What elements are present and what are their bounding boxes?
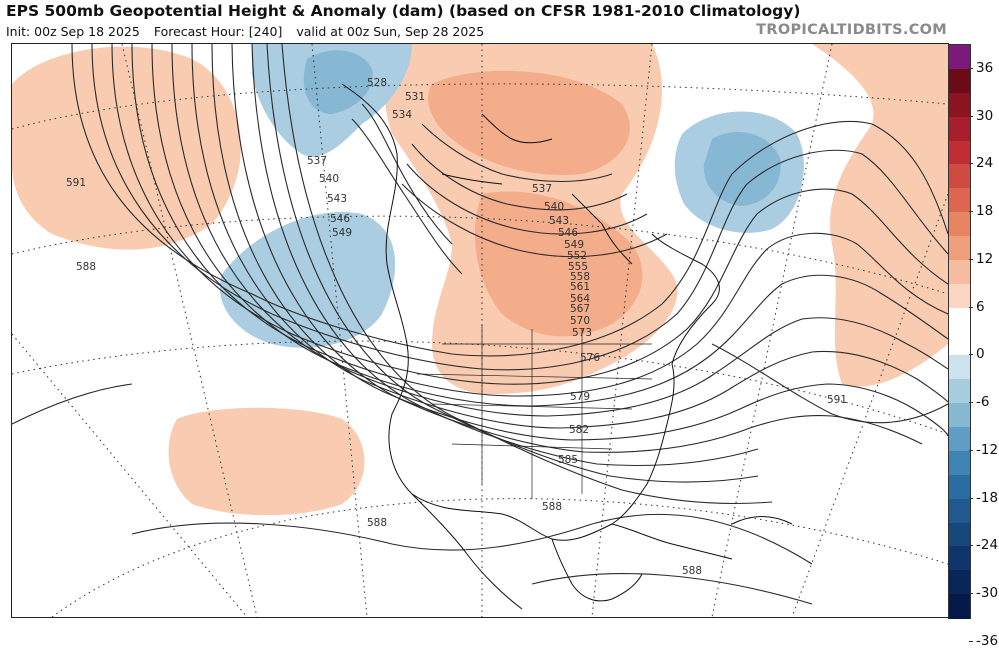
contour-label-588-caribbean: 588 [682, 565, 702, 577]
contour-label-582-center: 582 [569, 424, 589, 436]
colorbar-tick-label: 36 [976, 59, 994, 76]
colorbar-segment [949, 546, 970, 571]
colorbar-segment [949, 140, 970, 165]
contour-label-537-center: 537 [532, 183, 552, 195]
colorbar-segment [949, 522, 970, 547]
colorbar-tick-mark [969, 258, 973, 260]
contour-label-549: 549 [332, 227, 352, 239]
colorbar-tick-label: -18 [976, 489, 999, 506]
init-time: Init: 00z Sep 18 2025 [6, 24, 140, 39]
chart-title: EPS 500mb Geopotential Height & Anomaly … [6, 2, 801, 20]
colorbar-tick-mark [969, 67, 973, 69]
forecast-hour: Forecast Hour: [240] [153, 24, 283, 39]
colorbar-segment [949, 427, 970, 452]
contour-label-546: 546 [330, 213, 350, 225]
colorbar-segment [949, 594, 970, 619]
anomaly-colorbar [948, 44, 971, 619]
contour-label-561-center: 561 [570, 281, 590, 293]
positive-anomaly-core [428, 70, 643, 337]
contour-label-567-center: 567 [570, 303, 590, 315]
contour-label-588-south: 588 [367, 517, 387, 529]
colorbar-segment [949, 307, 970, 332]
colorbar-tick-label: 6 [976, 298, 985, 315]
contour-label-540: 540 [319, 173, 339, 185]
colorbar-tick-mark [969, 449, 973, 451]
contour-label-576-center: 576 [580, 352, 600, 364]
colorbar-segment [949, 355, 970, 380]
contour-label-555-center: 555 [568, 261, 588, 273]
contour-label-588-west: 588 [76, 261, 96, 273]
colorbar-tick-label: 0 [976, 346, 985, 363]
state-borders [416, 324, 653, 499]
map-svg: 537 540 543 546 549 528 531 534 591 588 … [12, 44, 948, 617]
colorbar-segment [949, 92, 970, 118]
contour-label-591-east: 591 [827, 394, 847, 406]
colorbar-tick-label: -36 [976, 632, 999, 649]
contour-label-588-gulf: 588 [542, 501, 562, 513]
contour-label-528: 528 [367, 77, 387, 89]
contour-label-585-center: 585 [558, 454, 578, 466]
colorbar-tick-mark [969, 163, 973, 165]
colorbar-tick-mark [969, 354, 973, 356]
contour-label-558-center: 558 [570, 271, 590, 283]
colorbar-tick-label: 12 [976, 250, 994, 267]
contour-labels: 537 540 543 546 549 528 531 534 591 588 … [66, 77, 847, 577]
colorbar-tick-label: -24 [976, 537, 999, 554]
contour-label-591-west: 591 [66, 177, 86, 189]
colorbar-segment [949, 403, 970, 428]
contour-label-570-center: 570 [570, 315, 590, 327]
colorbar-tick-label: -30 [976, 585, 999, 602]
contour-label-543-center: 543 [549, 215, 569, 227]
colorbar-segment [949, 450, 970, 476]
colorbar-segment [949, 474, 970, 500]
colorbar-segment [949, 259, 970, 285]
contour-label-552-center: 552 [567, 250, 587, 262]
colorbar-segment [949, 188, 970, 213]
contour-label-549-center: 549 [564, 239, 584, 251]
contour-label-564-center: 564 [570, 293, 590, 305]
colorbar-tick-label: -6 [976, 394, 990, 411]
contour-label-573-center: 573 [572, 327, 592, 339]
colorbar-tick-mark [969, 306, 973, 308]
contour-label-546-center: 546 [558, 227, 578, 239]
colorbar-tick-mark [969, 115, 973, 117]
contour-label-543: 543 [327, 193, 347, 205]
colorbar-segment [949, 116, 970, 141]
valid-time: valid at 00z Sun, Sep 28 2025 [296, 24, 485, 39]
colorbar-segment [949, 379, 970, 404]
colorbar-segment [949, 212, 970, 237]
colorbar-segment [949, 331, 970, 356]
colorbar-segment [949, 570, 970, 595]
contour-label-537: 537 [307, 155, 327, 167]
contour-label-534: 534 [392, 109, 412, 121]
contour-label-579-center: 579 [570, 391, 590, 403]
colorbar-tick-mark [969, 640, 973, 642]
colorbar-segment [949, 68, 970, 94]
contour-label-531: 531 [405, 91, 425, 103]
brand-watermark[interactable]: TROPICALTIDBITS.COM [756, 22, 947, 38]
colorbar-tick-label: 30 [976, 107, 994, 124]
height-contours [12, 44, 948, 605]
colorbar-tick-label: 18 [976, 203, 994, 220]
colorbar-segment [949, 45, 970, 70]
colorbar-tick-mark [969, 402, 973, 404]
map-panel: 537 540 543 546 549 528 531 534 591 588 … [11, 43, 949, 618]
colorbar-tick-label: -12 [976, 441, 999, 458]
colorbar-tick-mark [969, 545, 973, 547]
colorbar-segment [949, 498, 970, 523]
colorbar-tick-label: 24 [976, 155, 994, 172]
colorbar-tick-mark [969, 593, 973, 595]
colorbar-segment [949, 283, 970, 309]
chart-subtitle: Init: 00z Sep 18 2025 Forecast Hour: [24… [6, 24, 494, 39]
colorbar-segment [949, 236, 970, 261]
colorbar-segment [949, 164, 970, 189]
colorbar-tick-mark [969, 211, 973, 213]
coastlines [341, 83, 793, 610]
colorbar-tick-mark [969, 497, 973, 499]
contour-label-540-center: 540 [544, 201, 564, 213]
